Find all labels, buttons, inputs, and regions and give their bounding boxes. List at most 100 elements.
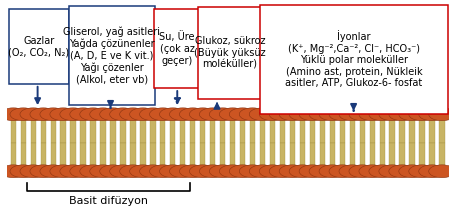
Bar [320, 118, 325, 143]
Bar [410, 143, 415, 167]
Bar [190, 143, 195, 167]
Circle shape [230, 108, 256, 121]
Bar [170, 118, 176, 143]
Circle shape [379, 108, 405, 121]
FancyBboxPatch shape [68, 6, 155, 105]
Circle shape [40, 165, 67, 178]
Bar [419, 143, 425, 167]
Bar [90, 118, 96, 143]
Bar [240, 118, 245, 143]
FancyBboxPatch shape [260, 5, 448, 114]
Bar [260, 118, 265, 143]
Bar [310, 143, 315, 167]
Circle shape [389, 165, 415, 178]
Bar [130, 143, 135, 167]
FancyBboxPatch shape [9, 9, 68, 84]
Circle shape [219, 165, 246, 178]
Circle shape [259, 108, 286, 121]
Bar [360, 118, 365, 143]
Circle shape [289, 108, 315, 121]
Circle shape [160, 108, 186, 121]
Circle shape [249, 165, 276, 178]
Circle shape [369, 165, 396, 178]
Circle shape [319, 165, 346, 178]
Bar [419, 118, 425, 143]
Circle shape [120, 108, 146, 121]
Circle shape [399, 165, 425, 178]
Bar [330, 118, 335, 143]
Bar [439, 143, 445, 167]
Circle shape [429, 108, 450, 121]
Circle shape [379, 165, 405, 178]
Bar [11, 143, 16, 167]
Circle shape [110, 165, 136, 178]
Bar [330, 143, 335, 167]
Bar [90, 143, 96, 167]
Bar [200, 118, 205, 143]
Circle shape [409, 165, 435, 178]
Text: Glukoz, sükroz
(Büyük yüksüz
moléküller): Glukoz, sükroz (Büyük yüksüz moléküller) [194, 36, 266, 69]
Circle shape [329, 165, 356, 178]
Circle shape [230, 165, 256, 178]
Circle shape [70, 108, 96, 121]
Bar [270, 143, 275, 167]
Bar [220, 118, 225, 143]
Bar [429, 118, 435, 143]
Circle shape [189, 165, 216, 178]
Bar [210, 143, 216, 167]
Circle shape [0, 108, 27, 121]
Circle shape [170, 108, 196, 121]
Bar [140, 143, 145, 167]
Bar [160, 118, 166, 143]
Circle shape [10, 108, 36, 121]
Circle shape [269, 108, 296, 121]
Circle shape [289, 165, 315, 178]
Bar [400, 118, 405, 143]
Bar [31, 118, 36, 143]
Circle shape [149, 165, 176, 178]
Text: Gliserol, yağ asitleri
Yağda çözünenler
(A, D, E ve K vit.)
Yağı çözenler
(Alkol: Gliserol, yağ asitleri Yağda çözünenler … [63, 26, 160, 85]
Bar [350, 118, 355, 143]
Bar [210, 118, 216, 143]
Text: Basit difüzyon: Basit difüzyon [69, 196, 148, 206]
Circle shape [349, 108, 375, 121]
Circle shape [329, 108, 356, 121]
Circle shape [120, 165, 146, 178]
Circle shape [309, 165, 336, 178]
Bar [71, 143, 76, 167]
Bar [200, 143, 205, 167]
Text: İyonlar
(K⁺, Mg⁻²,Ca⁻², Cl⁻, HCO₃⁻)
Yüklü polar moleküller
(Amino ast, protein, : İyonlar (K⁺, Mg⁻²,Ca⁻², Cl⁻, HCO₃⁻) Yükl… [285, 30, 423, 88]
Bar [300, 143, 305, 167]
Circle shape [359, 108, 386, 121]
Circle shape [349, 165, 375, 178]
Bar [310, 118, 315, 143]
Circle shape [70, 165, 96, 178]
Circle shape [50, 165, 76, 178]
Circle shape [20, 165, 46, 178]
Bar [390, 143, 395, 167]
Circle shape [309, 108, 336, 121]
Bar [120, 118, 126, 143]
Circle shape [189, 108, 216, 121]
Bar [50, 118, 56, 143]
Bar [180, 143, 185, 167]
Bar [50, 143, 56, 167]
Circle shape [419, 165, 445, 178]
Circle shape [429, 165, 450, 178]
Bar [280, 118, 285, 143]
FancyBboxPatch shape [154, 9, 200, 88]
Circle shape [90, 108, 116, 121]
Bar [130, 118, 135, 143]
Bar [379, 143, 385, 167]
Bar [390, 118, 395, 143]
Circle shape [319, 108, 346, 121]
Circle shape [130, 108, 156, 121]
Circle shape [219, 108, 246, 121]
Bar [120, 143, 126, 167]
Circle shape [100, 165, 126, 178]
Bar [150, 118, 156, 143]
Bar [320, 143, 325, 167]
Circle shape [60, 165, 86, 178]
Circle shape [339, 108, 365, 121]
Bar [340, 143, 345, 167]
